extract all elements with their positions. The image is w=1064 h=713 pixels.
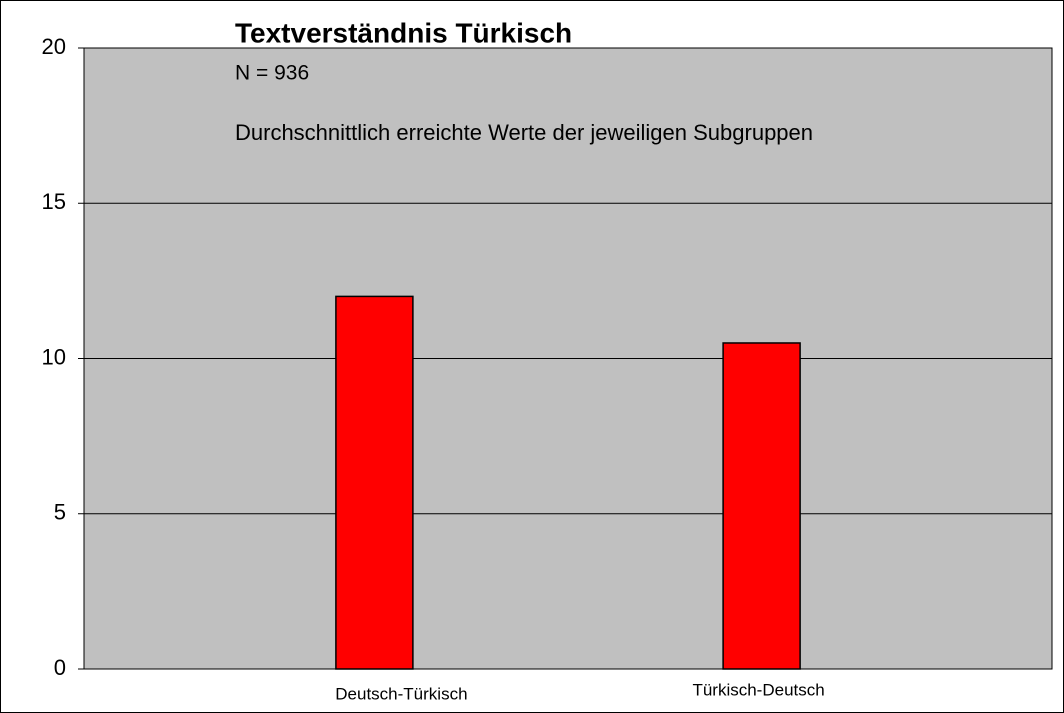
y-tick-label: 10 [42,344,66,369]
bar [722,342,801,670]
bar [335,295,414,670]
x-tick-label: Türkisch-Deutsch [692,680,824,699]
subtitle: N = 936 [235,62,309,85]
y-tick-label: 20 [42,34,66,59]
y-tick-label: 5 [54,500,66,525]
x-tick-label: Deutsch-Türkisch [335,684,467,703]
chart-title: Textverständnis Türkisch [235,17,572,48]
annotation: Durchschnittlich erreichte Werte der jew… [235,120,813,145]
y-tick-label: 15 [42,189,66,214]
y-tick-label: 0 [54,655,66,680]
